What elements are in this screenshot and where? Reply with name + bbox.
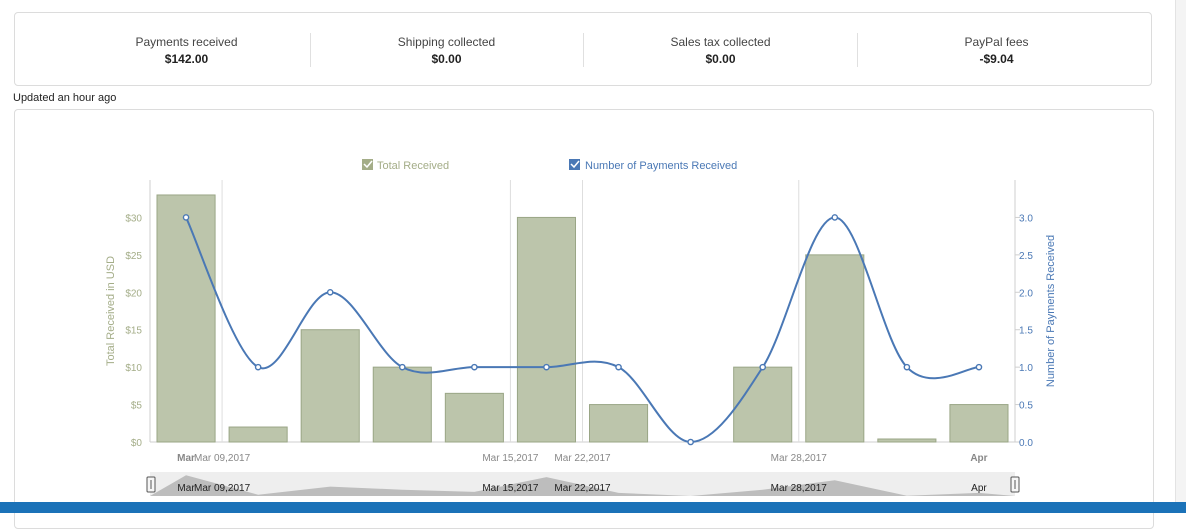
y-tick-right: 2.0 bbox=[1019, 288, 1033, 299]
navigator-label: Mar 22,2017 bbox=[554, 483, 611, 494]
y-tick-left: $5 bbox=[131, 401, 143, 412]
y-tick-left: $0 bbox=[131, 438, 143, 449]
point-payments-count[interactable] bbox=[326, 288, 334, 296]
y-tick-left: $25 bbox=[125, 251, 142, 262]
metric-shipping-collected: Shipping collected $0.00 bbox=[309, 35, 584, 66]
navigator-label: Mar 09,2017 bbox=[194, 483, 251, 494]
point-payments-count[interactable] bbox=[471, 363, 478, 371]
updated-timestamp: Updated an hour ago bbox=[13, 92, 117, 104]
metric-payments-received: Payments received $142.00 bbox=[49, 35, 324, 66]
range-navigator[interactable]: Mar Mar 09,2017 Mar 15,2017 Mar 22,2017 Mar … bbox=[146, 472, 1020, 496]
navigator-area bbox=[150, 475, 1015, 496]
payments-count-line bbox=[185, 216, 980, 444]
navigator-label: Apr bbox=[971, 483, 987, 494]
metric-value: -$9.04 bbox=[979, 52, 1014, 66]
legend-label: Total Received bbox=[377, 160, 449, 172]
bar-total-received[interactable] bbox=[589, 404, 649, 443]
divider bbox=[310, 33, 311, 67]
page-scrollbar[interactable] bbox=[1175, 0, 1186, 513]
bar-total-received[interactable] bbox=[733, 366, 793, 443]
bar-total-received[interactable] bbox=[300, 329, 360, 443]
navigator-label: Mar 15,2017 bbox=[482, 483, 539, 494]
bar-total-received[interactable] bbox=[372, 366, 432, 443]
bar-total-received[interactable] bbox=[156, 194, 216, 443]
metric-value: $0.00 bbox=[705, 52, 736, 66]
point-payments-count[interactable] bbox=[975, 363, 983, 371]
bar-total-received[interactable] bbox=[877, 438, 937, 443]
point-payments-count[interactable] bbox=[759, 363, 767, 371]
x-tick-label: Mar 09,2017 bbox=[194, 453, 251, 464]
point-payments-count[interactable] bbox=[254, 363, 262, 371]
legend: Total Received Number of Payments Receiv… bbox=[362, 159, 737, 172]
navigator-label: Mar bbox=[177, 483, 195, 494]
bar-total-received[interactable] bbox=[805, 254, 865, 443]
x-tick-label: Mar bbox=[177, 453, 195, 464]
checkbox-total-received[interactable] bbox=[362, 159, 373, 170]
metric-label: Sales tax collected bbox=[670, 35, 771, 49]
legend-item-total-received[interactable]: Total Received bbox=[362, 159, 449, 172]
metric-value: $0.00 bbox=[431, 52, 462, 66]
legend-label: Number of Payments Received bbox=[585, 160, 737, 172]
summary-card: Payments received $142.00 Shipping colle… bbox=[14, 12, 1152, 86]
metric-sales-tax-collected: Sales tax collected $0.00 bbox=[583, 35, 858, 66]
y-tick-left: $20 bbox=[125, 288, 142, 299]
divider bbox=[857, 33, 858, 67]
point-payments-count[interactable] bbox=[687, 438, 694, 446]
y-tick-right: 0.0 bbox=[1019, 438, 1033, 449]
y-tick-right: 2.5 bbox=[1019, 251, 1033, 262]
point-payments-count[interactable] bbox=[615, 363, 622, 371]
y-axis-right-title: Number of Payments Received bbox=[1045, 235, 1057, 387]
legend-item-number-of-payments[interactable]: Number of Payments Received bbox=[569, 159, 737, 172]
y-tick-right: 0.5 bbox=[1019, 401, 1033, 412]
bar-total-received[interactable] bbox=[228, 426, 288, 443]
metric-label: Shipping collected bbox=[397, 35, 496, 49]
navigator-label: Mar 28,2017 bbox=[771, 483, 828, 494]
payments-chart: Total Received Number of Payments Receiv… bbox=[105, 159, 1057, 496]
point-payments-count[interactable] bbox=[182, 214, 190, 221]
x-tick-label: Mar 28,2017 bbox=[771, 453, 828, 464]
metric-label: PayPal fees bbox=[964, 35, 1029, 49]
bar-total-received[interactable] bbox=[444, 392, 504, 443]
check-icon bbox=[363, 160, 373, 169]
checkbox-number-of-payments[interactable] bbox=[569, 159, 580, 170]
point-payments-count[interactable] bbox=[831, 214, 839, 221]
bar-total-received[interactable] bbox=[516, 216, 577, 443]
metric-paypal-fees: PayPal fees -$9.04 bbox=[859, 35, 1134, 66]
y-tick-left: $30 bbox=[125, 213, 142, 224]
x-tick-label: Mar 22,2017 bbox=[554, 453, 611, 464]
point-payments-count[interactable] bbox=[398, 363, 406, 371]
bar-total-received[interactable] bbox=[949, 404, 1009, 443]
y-tick-right: 1.5 bbox=[1019, 326, 1033, 337]
y-tick-left: $10 bbox=[125, 363, 142, 374]
y-tick-right: 3.0 bbox=[1019, 213, 1033, 224]
x-tick-label: Mar 15,2017 bbox=[482, 453, 539, 464]
y-axis-left-title: Total Received in USD bbox=[105, 256, 117, 366]
x-tick-label: Apr bbox=[970, 453, 987, 464]
y-tick-left: $15 bbox=[125, 326, 142, 337]
point-payments-count[interactable] bbox=[903, 363, 911, 371]
check-icon bbox=[570, 160, 580, 169]
metric-value: $142.00 bbox=[164, 52, 209, 66]
y-tick-right: 1.0 bbox=[1019, 363, 1033, 374]
bottom-status-bar bbox=[0, 502, 1186, 513]
point-payments-count[interactable] bbox=[543, 363, 550, 371]
divider bbox=[583, 33, 584, 67]
metric-label: Payments received bbox=[135, 35, 238, 49]
